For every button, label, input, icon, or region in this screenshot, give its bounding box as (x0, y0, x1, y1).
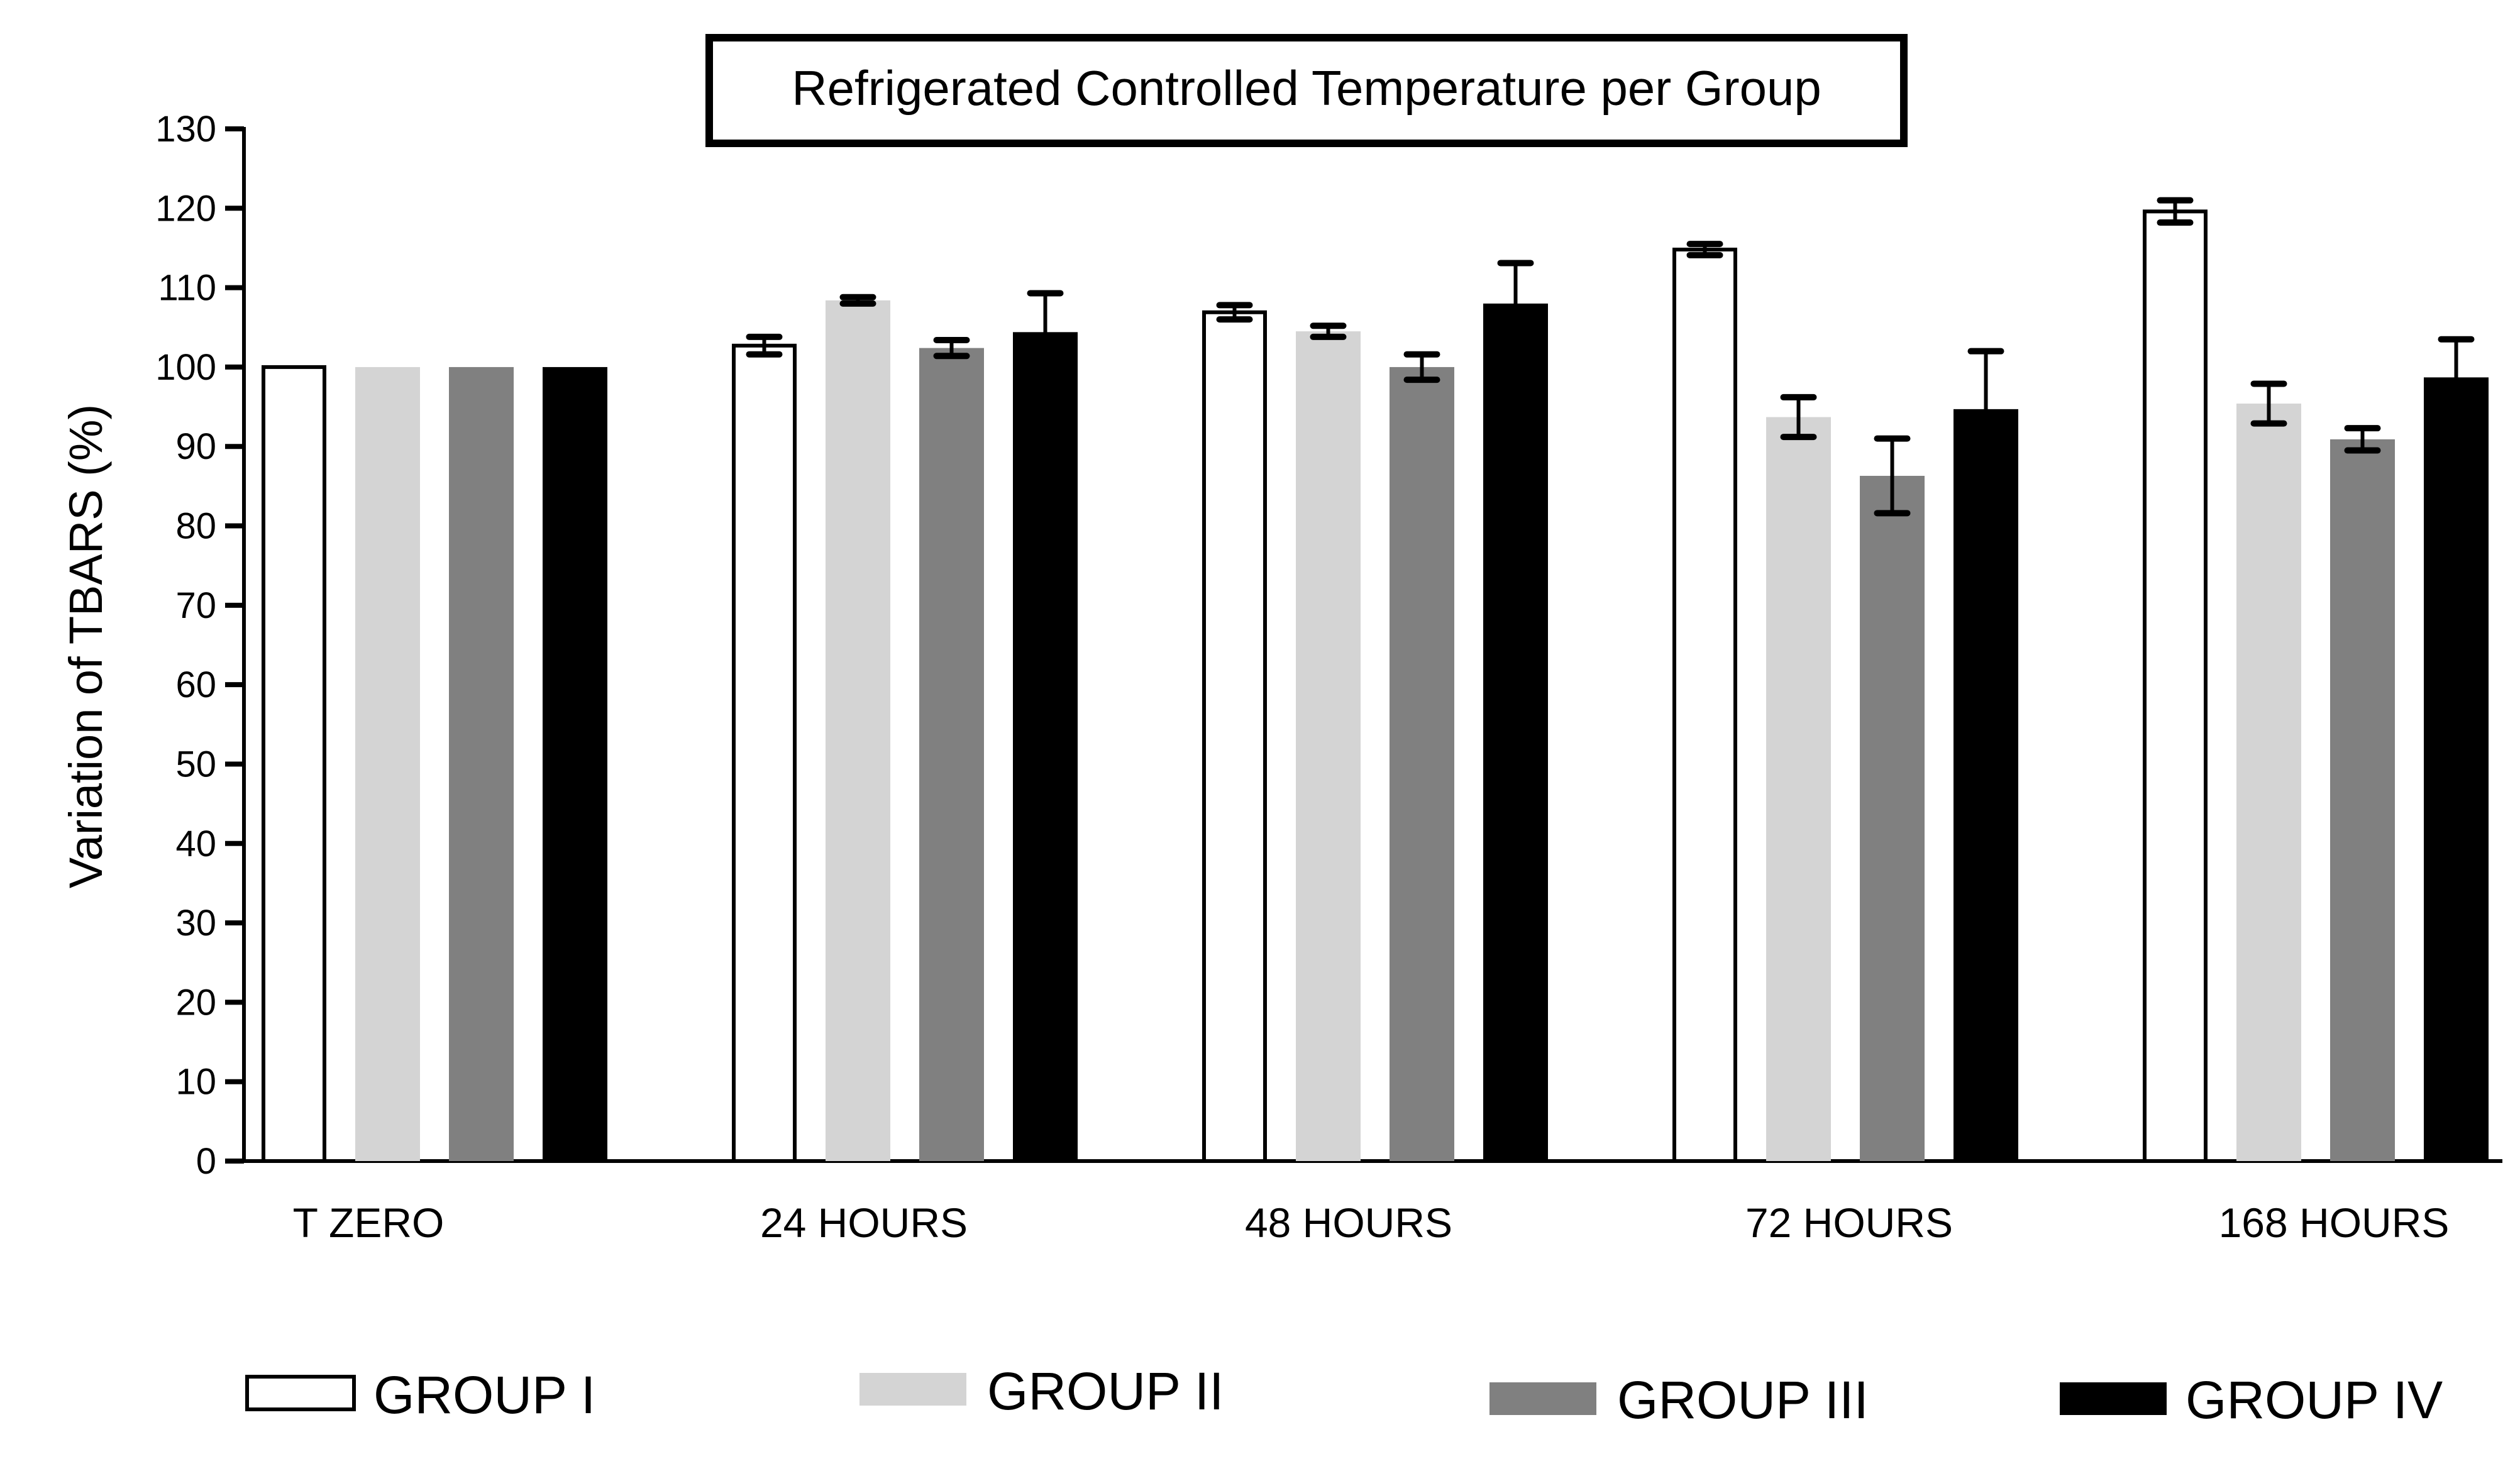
error-bar (1310, 322, 1347, 340)
x-category-label: 72 HOURS (1745, 1199, 1953, 1246)
bar-group-iv-168-hours (2424, 377, 2489, 1162)
bar-group-iv-72-hours (1954, 409, 2018, 1161)
y-tick-label: 70 (175, 585, 216, 626)
legend-label: GROUP II (987, 1362, 1224, 1421)
axes: 0 10 20 30 40 50 60 70 80 90 100 110 120 130 (155, 109, 2502, 1182)
error-bar (2157, 197, 2194, 226)
error-bar (933, 336, 970, 360)
bar-group-iv-t-zero (543, 366, 607, 1161)
bar-group-iii-48-hours (1390, 366, 1454, 1161)
x-category-label: 48 HOURS (1245, 1199, 1452, 1246)
bar-group-iii-t-zero (449, 366, 514, 1161)
error-bar (1780, 394, 1817, 441)
y-tick-label: 130 (155, 109, 216, 150)
x-category-label: 24 HOURS (760, 1199, 968, 1246)
y-tick-label: 10 (175, 1062, 216, 1103)
legend-swatch (245, 1375, 356, 1411)
error-bar (1027, 290, 1064, 375)
bar-group-iv-48-hours (1483, 303, 1548, 1161)
legend-item: GROUP I (245, 1365, 595, 1424)
bar-group-ii-168-hours (2236, 404, 2301, 1161)
legend-swatch (2060, 1382, 2167, 1415)
legend-swatch (1489, 1382, 1596, 1415)
legend-label: GROUP III (1617, 1370, 1869, 1429)
bar-group-iii-24-hours (919, 348, 984, 1161)
legend-item: GROUP III (1489, 1370, 1869, 1429)
chart-title: Refrigerated Controlled Temperature per … (792, 60, 1821, 116)
y-tick-label: 20 (175, 982, 216, 1023)
title-box: Refrigerated Controlled Temperature per … (705, 34, 1908, 147)
bar-group-iii-72-hours (1860, 475, 1925, 1161)
error-bar (2250, 380, 2287, 427)
error-bar (1216, 302, 1253, 323)
y-tick-label: 60 (175, 664, 216, 705)
bar-group-i-t-zero (262, 365, 326, 1163)
error-bar (1497, 260, 1534, 348)
bar-group-ii-48-hours (1296, 331, 1361, 1161)
error-bar (1403, 351, 1440, 383)
legend-label: GROUP IV (2186, 1370, 2443, 1429)
bar-group-ii-72-hours (1766, 417, 1831, 1161)
error-bar (2344, 425, 2381, 454)
bar-group-i-72-hours (1672, 247, 1737, 1164)
y-tick-label: 100 (155, 347, 216, 388)
legend-item: GROUP II (859, 1362, 1224, 1421)
legend: GROUP I GROUP II GROUP III GROUP IV (245, 1362, 2443, 1429)
x-category-label: T ZERO (293, 1199, 445, 1246)
error-bar (2438, 336, 2475, 419)
legend-swatch (859, 1373, 966, 1406)
category-labels: T ZERO 24 HOURS 48 HOURS 72 HOURS 168 HOURS (293, 1199, 2450, 1246)
legend-label: GROUP I (373, 1365, 595, 1424)
bar-group-ii-t-zero (355, 366, 420, 1161)
y-tick-label: 90 (175, 426, 216, 467)
bars (262, 197, 2489, 1164)
bar-group-iii-168-hours (2330, 439, 2395, 1162)
y-tick-label: 50 (175, 744, 216, 785)
error-bar (746, 333, 783, 358)
y-tick-label: 110 (158, 268, 216, 309)
x-category-label: 168 HOURS (2219, 1199, 2450, 1246)
y-tick-label: 120 (155, 188, 216, 229)
bar-group-i-48-hours (1202, 310, 1267, 1164)
y-tick-label: 80 (175, 506, 216, 547)
bar-group-i-24-hours (732, 343, 797, 1164)
y-tick-label: 30 (175, 903, 216, 944)
y-axis-label: Variation of TBARS (%) (60, 404, 112, 888)
error-bar (1967, 348, 2004, 471)
bar-group-ii-24-hours (826, 300, 890, 1162)
error-bar (1874, 435, 1911, 517)
error-bar (1686, 241, 1723, 258)
bar-group-iv-24-hours (1013, 332, 1078, 1162)
legend-item: GROUP IV (2060, 1370, 2443, 1429)
y-tick-label: 0 (196, 1141, 216, 1182)
error-bar (839, 294, 876, 307)
y-tick-label: 40 (175, 823, 216, 864)
bar-group-i-168-hours (2143, 209, 2208, 1163)
